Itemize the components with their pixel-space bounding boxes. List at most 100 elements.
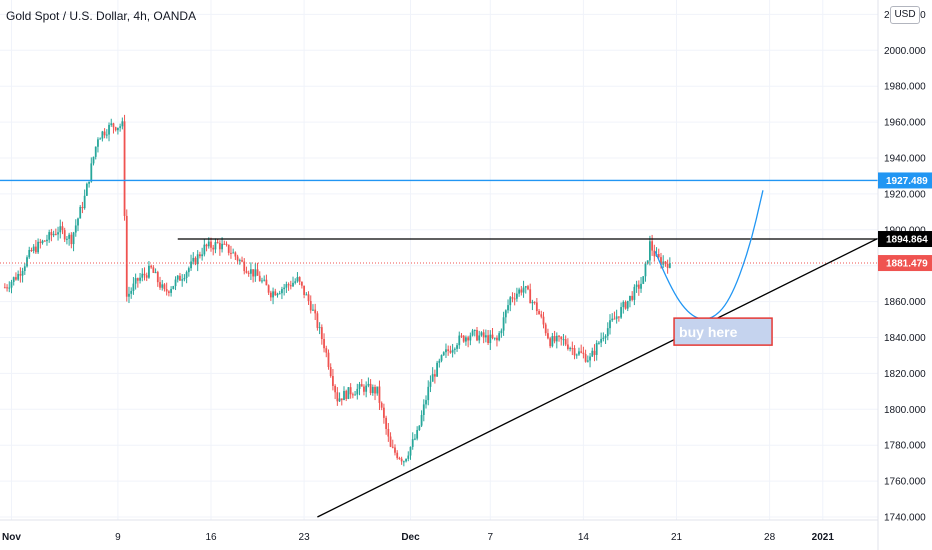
price-tick-label: 1920.000: [884, 189, 926, 200]
candle-body: [531, 301, 534, 304]
candle-body: [544, 324, 547, 334]
candle-body: [522, 287, 525, 293]
horizontal-tag-text: 1894.864: [886, 235, 928, 246]
candle-body: [547, 333, 549, 339]
ascending-trend-line[interactable]: [317, 183, 932, 518]
candle-body: [458, 335, 461, 346]
candle-body: [245, 271, 248, 273]
horizontal-tag-bg: [878, 231, 932, 248]
candle-body: [79, 206, 82, 219]
candle-body: [83, 195, 86, 209]
candle-body: [3, 287, 6, 289]
candle-body: [600, 338, 603, 343]
candle-body: [50, 232, 53, 236]
candle-body: [218, 242, 221, 250]
candle-body: [312, 309, 314, 311]
price-tick-label: 1820.000: [884, 369, 926, 380]
candle-body: [429, 381, 432, 387]
candle-body: [496, 337, 498, 341]
candle-body: [629, 295, 631, 301]
candle-body: [385, 417, 388, 429]
candle-body: [602, 337, 605, 339]
candle-body: [351, 394, 354, 396]
candle-body: [72, 232, 75, 245]
candle-body: [300, 281, 303, 286]
candle-body: [61, 226, 64, 231]
time-tick-label: 14: [578, 532, 590, 543]
candle-body: [560, 336, 563, 340]
candle-body: [99, 138, 102, 140]
candle-body: [345, 390, 348, 399]
candle-body: [511, 297, 514, 299]
candle-body: [170, 289, 172, 293]
candle-body: [489, 334, 492, 344]
note-text: buy here: [679, 324, 738, 340]
price-axis-panel[interactable]: [878, 0, 932, 550]
candle-body: [644, 263, 647, 277]
candle-body: [134, 278, 137, 284]
candle-body: [12, 277, 15, 282]
candle-body: [201, 254, 204, 257]
candle-body: [586, 360, 589, 362]
candle-body: [469, 335, 472, 341]
candle-body: [281, 289, 283, 294]
candle-body: [154, 272, 157, 274]
currency-button[interactable]: USD: [890, 6, 920, 24]
buy-here-note[interactable]: buy here: [673, 317, 773, 346]
candle-body: [185, 272, 188, 278]
candle-body: [363, 386, 365, 392]
candle-body: [88, 181, 90, 184]
candle-body: [163, 284, 166, 290]
candle-body: [518, 289, 521, 294]
candle-body: [148, 265, 150, 278]
candle-body: [356, 388, 359, 395]
candle-body: [484, 335, 487, 338]
price-tick-label: 1860.000: [884, 297, 926, 308]
candle-body: [664, 261, 667, 264]
candles: [3, 114, 671, 467]
candle-body: [564, 339, 567, 345]
candle-body: [283, 287, 286, 290]
candle-body: [46, 239, 48, 242]
candle-body: [307, 294, 310, 302]
horizontal-price-tag: 1894.864: [878, 231, 932, 248]
candle-body: [473, 330, 476, 332]
candle-body: [666, 263, 669, 268]
candle-body: [156, 272, 159, 283]
candle-body: [85, 183, 88, 196]
candle-body: [504, 310, 507, 318]
price-tick-label: 1740.000: [884, 513, 926, 524]
candle-body: [453, 348, 456, 350]
candle-body: [136, 278, 139, 281]
candle-body: [383, 407, 385, 418]
candle-body: [37, 241, 39, 253]
candle-body: [63, 230, 66, 240]
candle-body: [77, 218, 79, 226]
candle-body: [327, 352, 330, 368]
candle-body: [276, 293, 279, 296]
candle-body: [626, 300, 629, 309]
candle-body: [272, 291, 274, 298]
candle-body: [580, 351, 583, 353]
candle-body: [538, 311, 540, 315]
candle-body: [145, 275, 148, 278]
candle-body: [207, 241, 210, 247]
candle-body: [223, 243, 226, 245]
candle-body: [617, 316, 620, 318]
resistance-tag-text: 1927.489: [886, 176, 928, 187]
resistance-price-tag: 1927.489: [878, 172, 932, 189]
candle-body: [81, 206, 84, 209]
candle-body: [400, 458, 403, 462]
candle-body: [212, 247, 215, 250]
candle-body: [491, 334, 494, 338]
candle-body: [360, 384, 363, 387]
time-tick-label: 16: [205, 532, 217, 543]
candle-body: [436, 362, 438, 377]
candle-body: [112, 123, 115, 128]
candle-body: [214, 242, 217, 250]
candle-body: [181, 279, 184, 281]
candle-body: [8, 287, 11, 289]
candle-body: [236, 256, 239, 261]
projection-curve[interactable]: [654, 190, 764, 320]
